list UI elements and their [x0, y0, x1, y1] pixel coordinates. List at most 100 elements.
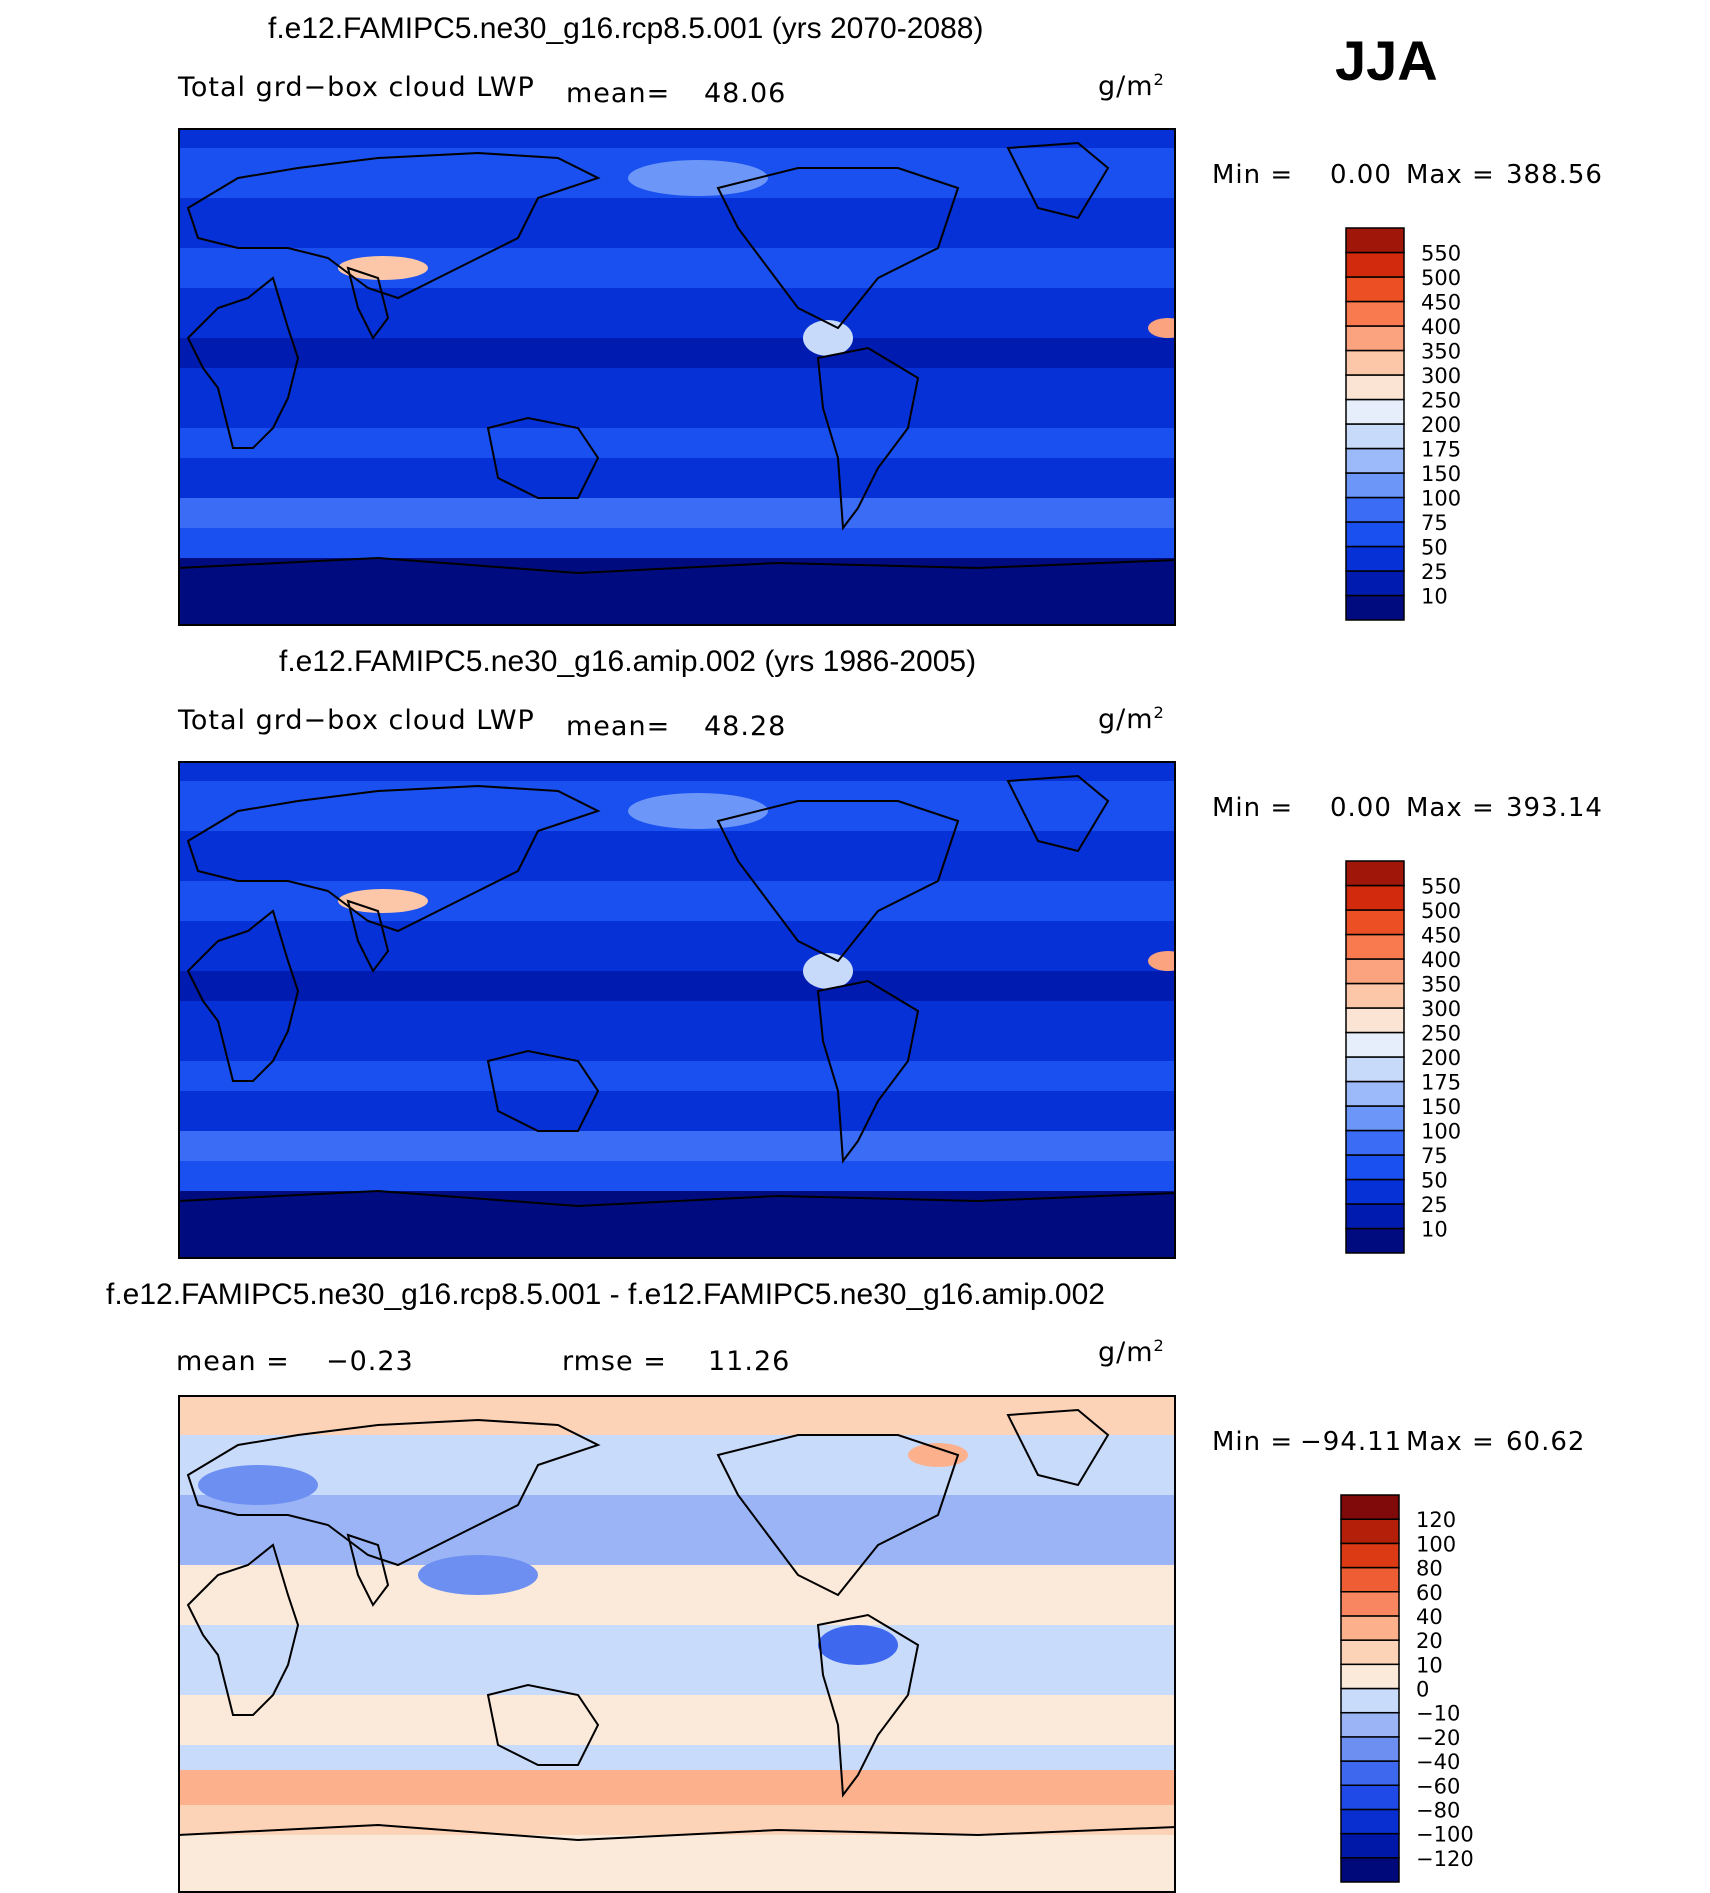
colorbar-tick-label: 25 — [1421, 560, 1448, 584]
lat-band — [178, 288, 1176, 338]
lat-band — [178, 1395, 1176, 1435]
colorbar-tick-label: 10 — [1421, 1218, 1448, 1242]
colorbar-tick-label: 350 — [1421, 973, 1461, 997]
panel2-map — [178, 761, 1176, 1259]
colorbar-box — [1345, 447, 1405, 474]
panel1-map — [178, 128, 1176, 626]
panel2-min-value: 0.00 — [1330, 793, 1392, 823]
colorbar-tick-label: −10 — [1416, 1702, 1460, 1726]
lat-band — [178, 1061, 1176, 1091]
lat-band — [178, 1770, 1176, 1805]
colorbar-box — [1340, 1832, 1400, 1859]
colorbar-tick-label: 450 — [1421, 924, 1461, 948]
lat-band — [178, 1001, 1176, 1061]
colorbar-tick-label: 0 — [1416, 1678, 1429, 1702]
colorbar-tick-label: 300 — [1421, 997, 1461, 1021]
colorbar-box — [1340, 1566, 1400, 1593]
colorbar-box — [1340, 1542, 1400, 1569]
coastline-path — [178, 1823, 1176, 1842]
lat-band — [178, 1835, 1176, 1893]
lat-band — [178, 1695, 1176, 1745]
panel3-mean-label: mean = — [176, 1346, 290, 1377]
lat-band — [178, 1565, 1176, 1625]
lat-band — [178, 528, 1176, 558]
panel3-rmse-value: 11.26 — [708, 1346, 791, 1377]
colorbar-tick-label: 25 — [1421, 1193, 1448, 1217]
colorbar-tick-label: 60 — [1416, 1581, 1443, 1605]
colorbar-tick-label: 400 — [1421, 948, 1461, 972]
high-lwp-region — [338, 256, 428, 280]
colorbar-tick-label: 500 — [1421, 266, 1461, 290]
coastline-path — [1006, 1408, 1110, 1487]
panel2-title: f.e12.FAMIPC5.ne30_g16.amip.002 (yrs 198… — [279, 645, 977, 678]
colorbar-box — [1345, 1007, 1405, 1034]
coastline-path — [186, 909, 300, 1082]
colorbar-tick-label: −100 — [1416, 1823, 1474, 1847]
panel1-title: f.e12.FAMIPC5.ne30_g16.rcp8.5.001 (yrs 2… — [268, 12, 984, 45]
colorbar-box — [1345, 300, 1405, 327]
panel1-max-label: Max = — [1406, 160, 1495, 190]
high-lwp-region — [338, 889, 428, 913]
colorbar-box — [1340, 1808, 1400, 1835]
coastline — [178, 774, 1176, 1208]
panel2-max-value: 393.14 — [1506, 793, 1603, 823]
colorbar-box — [1340, 1857, 1400, 1883]
panel2-variable: Total grd−box cloud LWP — [178, 705, 535, 736]
colorbar-box — [1345, 1178, 1405, 1205]
colorbar-tick-label: 250 — [1421, 389, 1461, 413]
colorbar-tick-label: 100 — [1416, 1532, 1456, 1556]
lat-band — [178, 128, 1176, 148]
high-lwp-region — [1148, 318, 1176, 338]
coastline-path — [816, 979, 920, 1164]
colorbar-box — [1345, 496, 1405, 523]
panel3-mean-value: −0.23 — [326, 1346, 414, 1377]
colorbar-box — [1345, 884, 1405, 911]
colorbar-box — [1340, 1711, 1400, 1738]
panel3-title: f.e12.FAMIPC5.ne30_g16.rcp8.5.001 - f.e1… — [106, 1278, 1105, 1311]
coastline-path — [346, 1533, 390, 1607]
coastline-path — [816, 346, 920, 531]
colorbar-tick-label: 50 — [1421, 536, 1448, 560]
coastline-path — [186, 151, 601, 300]
colorbar-tick-label: 300 — [1421, 364, 1461, 388]
lat-band — [178, 338, 1176, 368]
colorbar-box — [1345, 545, 1405, 572]
colorbar-tick-label: 80 — [1416, 1557, 1443, 1581]
panel1-colorbar: 1025507510015017520025030035040045050055… — [1345, 227, 1461, 621]
colorbar-tick-label: 20 — [1416, 1629, 1443, 1653]
lat-band — [178, 428, 1176, 458]
coastline-path — [186, 276, 300, 449]
colorbar-box — [1345, 1105, 1405, 1132]
colorbar-tick-label: −20 — [1416, 1726, 1460, 1750]
colorbar-box — [1340, 1494, 1400, 1520]
lat-band — [178, 1805, 1176, 1835]
colorbar-tick-label: 250 — [1421, 1022, 1461, 1046]
lat-band — [178, 831, 1176, 881]
panel1-min-value: 0.00 — [1330, 160, 1392, 190]
colorbar-box — [1345, 1056, 1405, 1083]
colorbar-box — [1345, 1227, 1405, 1254]
colorbar-box — [1345, 982, 1405, 1009]
colorbar-box — [1345, 349, 1405, 376]
high-lwp-region — [803, 320, 853, 356]
map-fill — [178, 128, 1176, 626]
panel1-max-value: 388.56 — [1506, 160, 1603, 190]
colorbar-box — [1345, 1203, 1405, 1230]
panel1-variable: Total grd−box cloud LWP — [178, 72, 535, 103]
coastline-path — [1006, 141, 1110, 220]
colorbar-tick-label: −40 — [1416, 1750, 1460, 1774]
panel2-max-label: Max = — [1406, 793, 1495, 823]
lat-band — [178, 248, 1176, 288]
colorbar-tick-label: 200 — [1421, 1046, 1461, 1070]
colorbar-box — [1340, 1784, 1400, 1811]
colorbar-tick-label: 100 — [1421, 487, 1461, 511]
colorbar-tick-label: 150 — [1421, 462, 1461, 486]
colorbar-box — [1345, 521, 1405, 548]
high-lwp-region — [628, 160, 768, 196]
colorbar-tick-label: −80 — [1416, 1798, 1460, 1822]
coastline — [178, 1408, 1176, 1842]
lat-band — [178, 458, 1176, 498]
coastline — [178, 141, 1176, 575]
panel2-min-label: Min = — [1212, 793, 1294, 823]
colorbar-box — [1340, 1591, 1400, 1617]
